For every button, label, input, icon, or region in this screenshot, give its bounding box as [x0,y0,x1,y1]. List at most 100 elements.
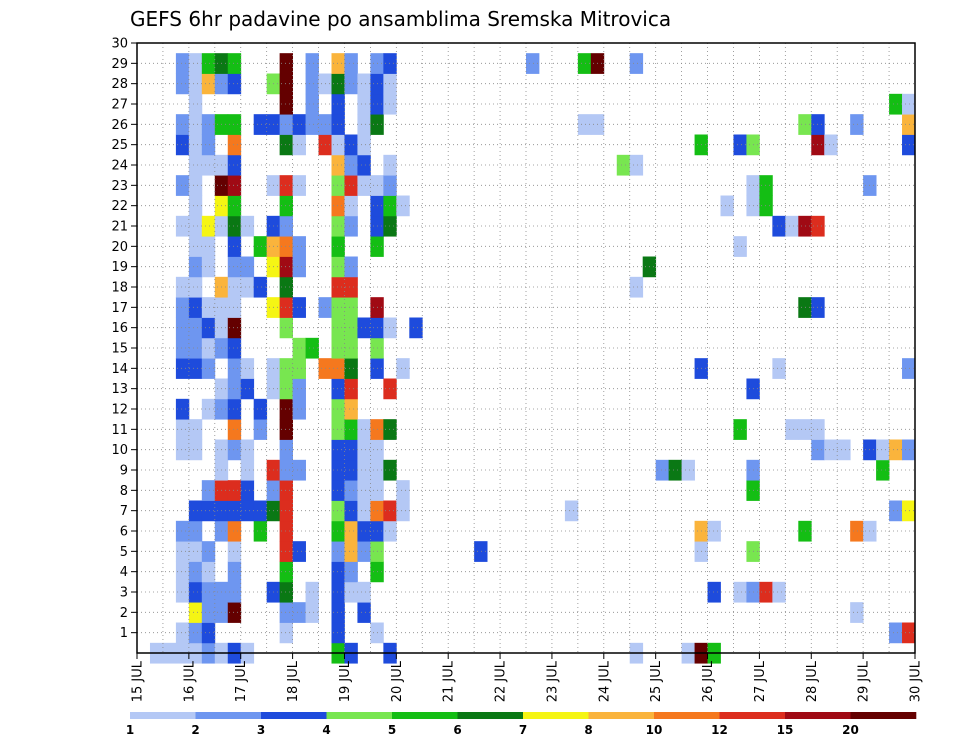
heatmap-cell [331,398,345,420]
heatmap-cell [344,358,358,379]
heatmap-cell [201,398,216,420]
heatmap-cell [227,73,242,95]
x-tick-label: 27 JUL [753,660,768,702]
heatmap-cell [889,500,903,522]
heatmap-cell [175,73,190,95]
heatmap-cell [564,500,579,522]
heatmap-cell [292,358,306,379]
y-tick-label: 2 [120,606,128,621]
heatmap-cell [188,93,203,115]
heatmap-cell [629,154,644,176]
heatmap-cell [772,215,786,237]
heatmap-cell [798,114,812,135]
heatmap-cells [149,53,916,664]
heatmap-cell [279,114,293,135]
heatmap-cell [188,439,203,461]
heatmap-cell [279,480,293,501]
heatmap-cell [383,93,397,115]
heatmap-cell [850,114,864,135]
heatmap-cell [344,500,358,522]
heatmap-cell [279,419,293,440]
heatmap-cell [279,53,293,74]
heatmap-cell [305,93,319,115]
heatmap-cell [279,276,293,298]
heatmap-cell [201,358,216,379]
heatmap-cell [772,581,786,603]
heatmap-cell [175,53,190,74]
heatmap-cell [188,175,203,196]
heatmap-cell [331,500,345,522]
heatmap-cell [616,154,631,176]
heatmap-cell [279,500,293,522]
x-tick-label: 26 JUL [701,660,716,702]
heatmap-cell [383,154,397,176]
colorbar-label: 5 [388,723,396,737]
heatmap-cell [292,297,306,318]
heatmap-cell [344,73,358,95]
heatmap-cell [798,215,812,237]
colorbar-label: 6 [453,723,461,737]
heatmap-cell [889,622,903,644]
heatmap-cell [175,622,190,644]
heatmap-cell [227,419,242,440]
heatmap-cell [331,358,345,379]
heatmap-cell [344,154,358,176]
heatmap-cell [344,439,358,461]
heatmap-cell [175,276,190,298]
heatmap-cell [188,337,203,359]
x-tick-label: 28 JUL [805,660,820,702]
heatmap-cell [188,581,203,603]
heatmap-cell [357,175,371,196]
y-tick-label: 18 [111,281,128,296]
heatmap-cell [279,602,293,623]
heatmap-cell [357,602,371,623]
heatmap-cell [227,175,242,196]
heatmap-cell [383,419,397,440]
heatmap-cell [201,500,216,522]
y-tick-label: 5 [120,545,128,560]
y-tick-label: 1 [120,626,128,641]
x-tick-label: 24 JUL [597,660,612,702]
heatmap-cell [474,541,488,562]
heatmap-cell [383,378,397,400]
heatmap-cell [175,175,190,196]
heatmap-cell [759,581,773,603]
heatmap-cell [175,337,190,359]
x-tick-label: 29 JUL [857,660,872,702]
heatmap-cell [175,561,190,583]
heatmap-cell [227,541,242,562]
heatmap-cell [383,317,397,339]
heatmap-cell [331,175,345,196]
y-tick-label: 15 [111,342,128,357]
heatmap-cell [383,215,397,237]
heatmap-cell [227,520,242,542]
heatmap-cell [331,114,345,135]
heatmap-cell [733,581,747,603]
colorbar-swatch [130,712,196,719]
heatmap-cell [188,134,203,156]
x-tick-label: 17 JUL [234,660,249,702]
heatmap-cell [837,439,851,461]
heatmap-cell [253,114,268,135]
heatmap-cell [331,297,345,318]
x-tick-label: 18 JUL [286,660,301,702]
y-tick-label: 6 [120,525,128,540]
heatmap-cell [175,297,190,318]
y-tick-label: 26 [111,118,128,133]
heatmap-cell [227,276,242,298]
heatmap-cell [798,419,812,440]
y-tick-label: 22 [111,199,128,214]
heatmap-cell [344,419,358,440]
heatmap-cell [292,398,306,420]
heatmap-cell [188,358,203,379]
heatmap-cell [227,256,242,278]
heatmap-cell [344,581,358,603]
heatmap-cell [824,134,838,156]
heatmap-cell [227,317,242,339]
heatmap-cell [188,195,203,217]
heatmap-cell [357,114,371,135]
y-tick-label: 21 [111,220,128,235]
heatmap-cell [279,358,293,379]
heatmap-cell [201,541,216,562]
heatmap-cell [188,317,203,339]
